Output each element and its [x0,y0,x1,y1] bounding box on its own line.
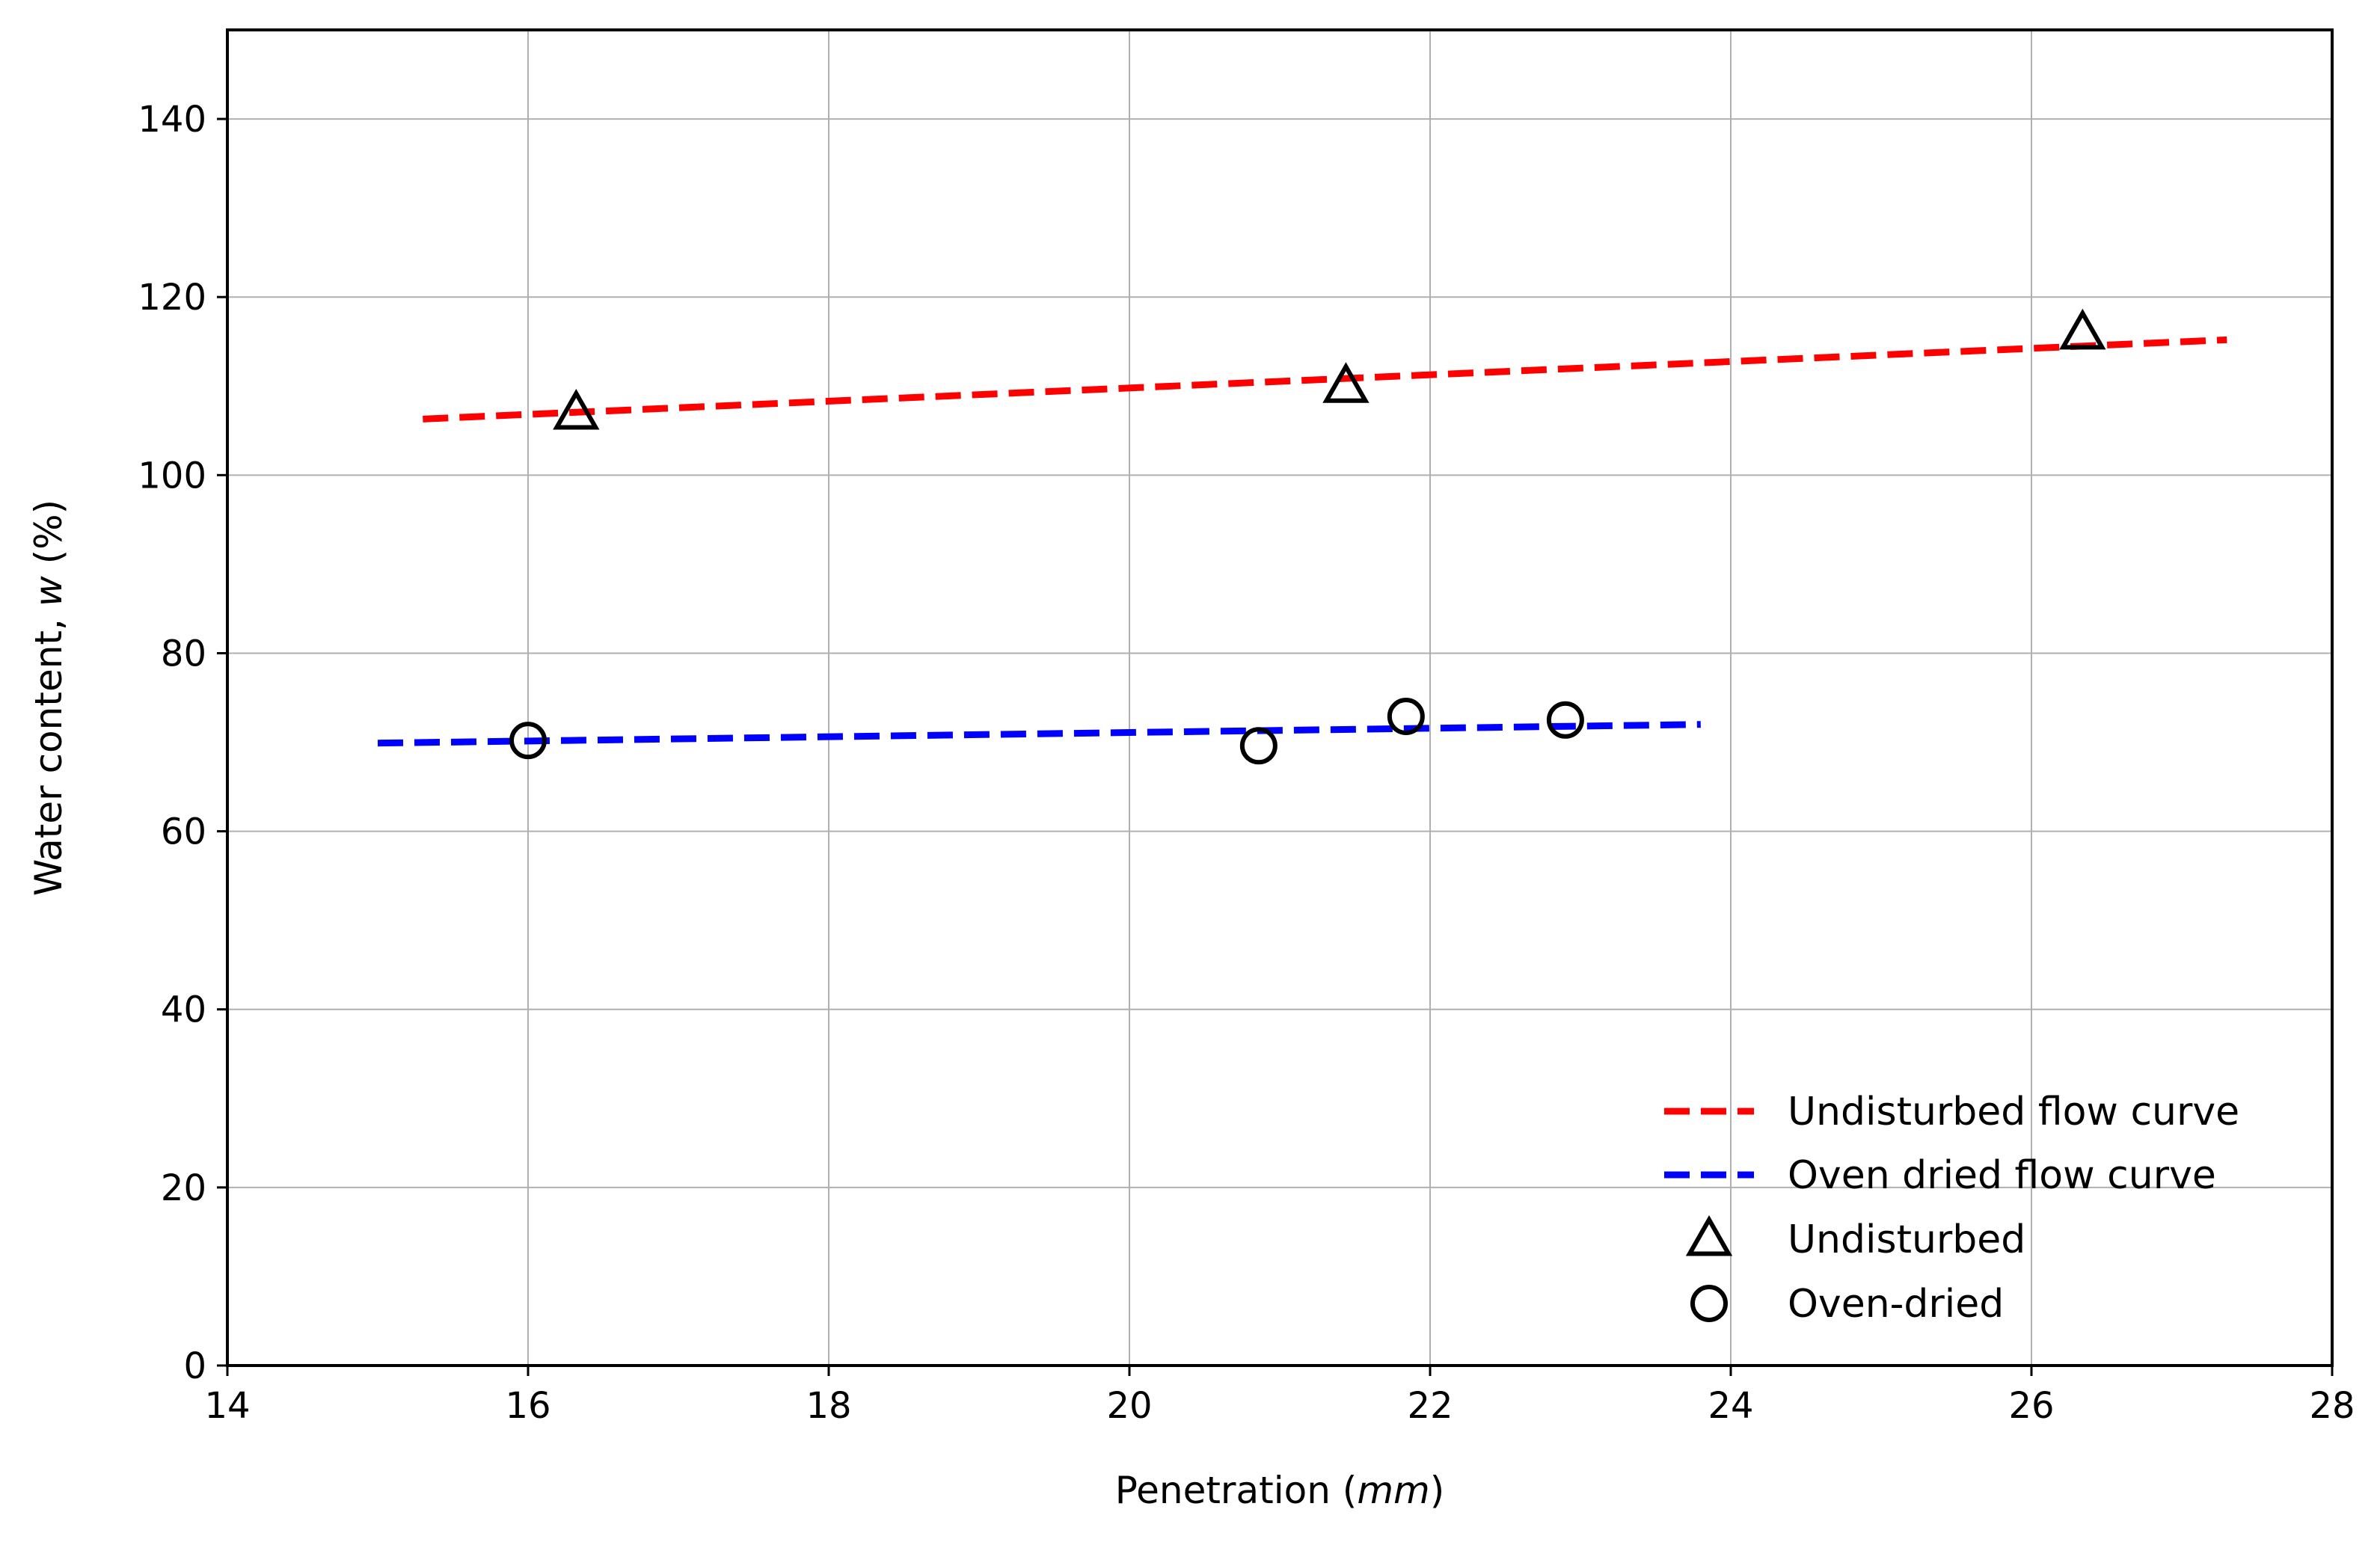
legend-triangle-swatch [1685,1214,1733,1256]
legend-label: Undisturbed flow curve [1788,1090,2239,1134]
y-tick-label: 60 [161,811,206,853]
grid [227,30,2333,1366]
axis-ticks: 14 16 18 20 22 24 26 28 0 20 40 60 80 100 120 140 [138,99,2355,1427]
x-tick-label: 24 [1708,1385,1753,1427]
y-tick-label: 80 [161,633,206,675]
flow-curve-line [423,336,2227,423]
oven-dried-circle-marker [1239,727,1278,765]
data-markers [509,308,2106,765]
x-tick-label: 14 [204,1385,250,1427]
undisturbed-triangle-marker [1322,362,1370,403]
legend: Undisturbed flow curve Oven dried flow cu… [1664,1090,2239,1327]
y-tick-label: 120 [138,277,206,319]
y-tick-label: 140 [138,99,206,141]
y-tick-label: 100 [138,455,206,497]
x-axis-label: Penetration (mm) [1115,1469,1445,1512]
x-axis-label-unit: mm [1357,1469,1429,1512]
legend-circle-swatch [1690,1285,1728,1322]
flow-curves [377,336,2227,747]
x-tick-label: 22 [1407,1385,1453,1427]
legend-label: Oven-dried [1788,1282,2004,1327]
undisturbed-triangle-marker [553,388,600,430]
y-tick-label: 40 [161,989,206,1031]
y-axis-label: Water content, w (%) [27,500,70,896]
oven-dried-circle-marker [1546,701,1584,739]
y-axis-label-main: Water content, [27,606,70,896]
x-axis-label-main: Penetration ( [1115,1469,1358,1512]
x-axis-label-close: ) [1430,1469,1445,1512]
x-tick-label: 26 [2008,1385,2054,1427]
undisturbed-triangle-marker [2059,308,2106,350]
y-axis-label-symbol: w [27,576,70,606]
oven-dried-circle-marker [1387,698,1425,736]
legend-label: Oven dried flow curve [1788,1153,2216,1198]
x-tick-label: 16 [505,1385,550,1427]
y-tick-label: 0 [183,1345,206,1387]
flow-curve-line [377,721,1701,747]
plot-area-frame [226,28,2334,1367]
x-tick-label: 18 [806,1385,851,1427]
legend-label: Undisturbed [1788,1217,2025,1262]
x-tick-label: 28 [2309,1385,2355,1427]
y-axis-label-unit: (%) [27,500,70,576]
y-tick-label: 20 [161,1167,206,1209]
x-tick-label: 20 [1106,1385,1152,1427]
oven-dried-circle-marker [509,722,547,760]
